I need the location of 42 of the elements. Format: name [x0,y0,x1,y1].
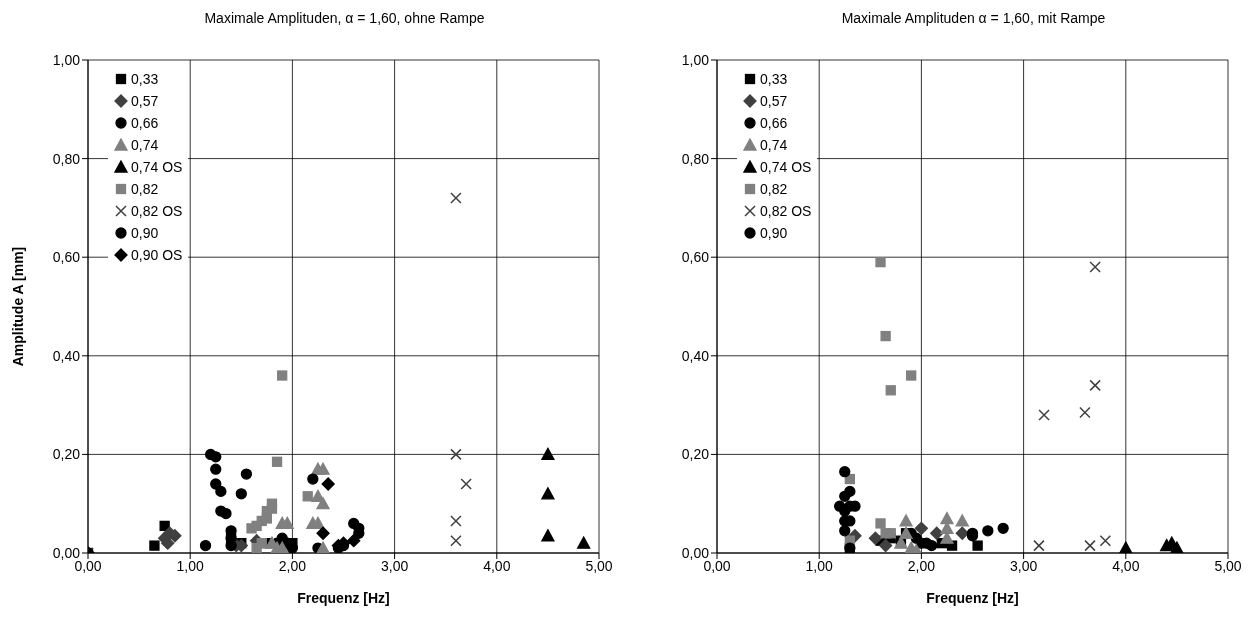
legend-label: 0,90 [131,225,159,241]
y-axis-title: Amplitude A [mm] [9,246,26,367]
x-tick-label: 2,00 [907,557,936,574]
legend-label: 0,66 [131,115,159,131]
y-tick-label: 0,20 [52,446,81,463]
y-tick-label: 0,60 [681,249,710,266]
x-tick-label: 4,00 [483,557,511,574]
y-tick-label: 0,80 [52,150,81,167]
legend-label: 0,82 OS [131,203,183,219]
legend-label: 0,57 [131,93,159,109]
legend-label: 0,82 [131,181,159,197]
x-tick-label: 3,00 [1009,557,1038,574]
x-tick-label: 1,00 [805,557,834,574]
legend-label: 0,66 [760,115,788,131]
legend-label: 0,74 OS [131,159,183,175]
legend-label: 0,74 [760,137,788,153]
legend-label: 0,82 [760,181,788,197]
legend-label: 0,57 [760,93,788,109]
legend-label: 0,74 OS [760,159,812,175]
x-tick-label: 2,00 [278,557,307,574]
x-tick-label: 1,00 [176,557,205,574]
legend-label: 0,82 OS [760,203,812,219]
x-tick-label: 4,00 [1112,557,1140,574]
x-tick-label: 5,00 [585,557,613,574]
y-tick-label: 1,00 [681,51,710,68]
legend-label: 0,90 OS [131,247,183,263]
x-tick-label: 5,00 [1214,557,1242,574]
legend-label: 0,74 [131,137,159,153]
chart-title: Maximale Amplituden α = 1,60, mit Rampe [840,9,1107,28]
y-tick-label: 0,80 [681,150,710,167]
y-tick-label: 1,00 [52,51,81,68]
legend-label: 0,90 [760,225,788,241]
legend-label: 0,33 [760,71,788,87]
legend-label: 0,33 [131,71,159,87]
y-tick-label: 0,60 [52,249,81,266]
chart-title: Maximale Amplituden, α = 1,60, ohne Rampe [203,9,486,28]
x-tick-label: 3,00 [380,557,409,574]
y-tick-label: 0,40 [52,347,81,364]
x-axis-title: Frequenz [Hz] [926,590,1019,606]
y-tick-label: 0,20 [681,446,710,463]
x-axis-title: Frequenz [Hz] [297,590,390,606]
y-tick-label: 0,40 [681,347,710,364]
